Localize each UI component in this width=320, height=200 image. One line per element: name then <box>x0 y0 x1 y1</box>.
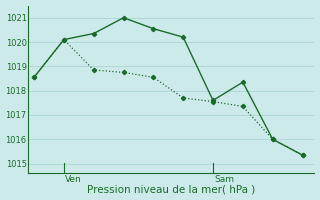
Text: Sam: Sam <box>214 175 235 184</box>
Text: Ven: Ven <box>65 175 82 184</box>
X-axis label: Pression niveau de la mer( hPa ): Pression niveau de la mer( hPa ) <box>87 184 255 194</box>
